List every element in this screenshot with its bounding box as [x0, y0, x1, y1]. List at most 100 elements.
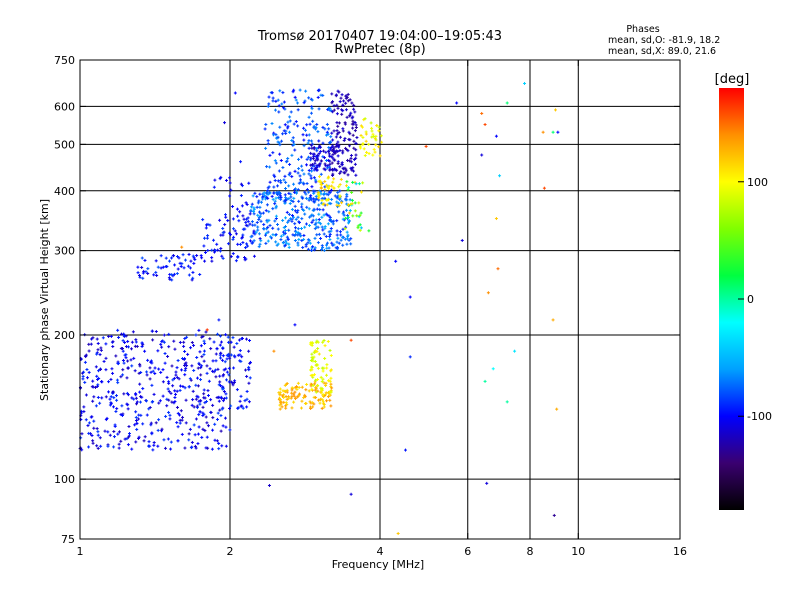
- data-point-v: [339, 121, 340, 124]
- data-point-v: [304, 213, 305, 216]
- data-point-v: [328, 222, 329, 225]
- data-point-v: [182, 385, 183, 388]
- data-point-v: [98, 434, 99, 437]
- data-point-v: [306, 206, 307, 209]
- data-point-v: [338, 144, 339, 147]
- data-point-v: [361, 191, 362, 194]
- data-point-v: [210, 367, 211, 370]
- data-point-v: [231, 255, 232, 258]
- data-point-v: [89, 371, 90, 374]
- data-point-v: [115, 410, 116, 413]
- data-point-v: [379, 129, 380, 132]
- data-point-v: [300, 234, 301, 237]
- data-point-v: [320, 237, 321, 240]
- data-point-v: [118, 336, 119, 339]
- data-point-v: [219, 375, 220, 378]
- data-point-v: [284, 129, 285, 132]
- data-point-v: [346, 108, 347, 111]
- data-point-v: [250, 212, 251, 215]
- data-point-v: [308, 156, 309, 159]
- data-point-v: [328, 107, 329, 110]
- data-point-v: [177, 390, 178, 393]
- data-point-v: [356, 214, 357, 217]
- data-point-v: [178, 412, 179, 415]
- data-point-v: [220, 352, 221, 355]
- data-point-v: [319, 162, 320, 165]
- data-point-v: [152, 448, 153, 451]
- data-point-v: [153, 273, 154, 276]
- data-point-v: [362, 143, 363, 146]
- data-point-v: [289, 246, 290, 249]
- data-point-v: [88, 432, 89, 435]
- data-point-v: [360, 223, 361, 226]
- data-point-v: [256, 231, 257, 234]
- data-point-v: [337, 112, 338, 115]
- data-point-v: [220, 357, 221, 360]
- data-point-v: [249, 223, 250, 226]
- data-point-v: [131, 358, 132, 361]
- data-point-v: [336, 104, 337, 107]
- data-point-v: [305, 129, 306, 132]
- data-point-v: [322, 126, 323, 129]
- data-point-v: [332, 144, 333, 147]
- data-point-v: [300, 174, 301, 177]
- data-point-v: [350, 198, 351, 201]
- data-point-v: [217, 368, 218, 371]
- data-point-v: [278, 99, 279, 102]
- data-point-v: [97, 430, 98, 433]
- data-point-v: [226, 179, 227, 182]
- data-point-v: [87, 376, 88, 379]
- data-point-v: [325, 162, 326, 165]
- data-point-v: [294, 143, 295, 146]
- data-point-v: [305, 193, 306, 196]
- data-point-v: [297, 211, 298, 214]
- data-point-v: [113, 396, 114, 399]
- data-point-v: [317, 130, 318, 133]
- data-point-v: [251, 235, 252, 238]
- data-point-v: [241, 395, 242, 398]
- data-point-v: [308, 139, 309, 142]
- data-point-v: [184, 357, 185, 360]
- data-point-v: [144, 259, 145, 262]
- data-point-v: [190, 260, 191, 263]
- data-point-v: [261, 220, 262, 223]
- data-point-v: [303, 133, 304, 136]
- data-point-v: [200, 411, 201, 414]
- data-point-v: [281, 159, 282, 162]
- data-point-v: [375, 151, 376, 154]
- data-point-v: [348, 173, 349, 176]
- data-point-v: [193, 390, 194, 393]
- data-point-v: [224, 231, 225, 234]
- data-point-v: [178, 359, 179, 362]
- data-point-v: [200, 378, 201, 381]
- data-point-v: [290, 172, 291, 175]
- data-point-v: [198, 400, 199, 403]
- data-point-v: [335, 194, 336, 197]
- data-point-v: [338, 185, 339, 188]
- data-point-v: [250, 239, 251, 242]
- data-point-v: [331, 230, 332, 233]
- data-point-v: [238, 219, 239, 222]
- data-point-v: [240, 400, 241, 403]
- data-point-v: [338, 154, 339, 157]
- data-point-v: [314, 162, 315, 165]
- data-point-v: [285, 240, 286, 243]
- data-point-v: [283, 231, 284, 234]
- data-point-v: [225, 392, 226, 395]
- data-point-v: [320, 150, 321, 153]
- data-point-v: [310, 242, 311, 245]
- data-point-v: [337, 191, 338, 194]
- data-point-v: [101, 396, 102, 399]
- data-point-v: [340, 230, 341, 233]
- data-point-v: [228, 336, 229, 339]
- data-point-v: [182, 416, 183, 419]
- data-point-v: [293, 136, 294, 139]
- data-point-v: [265, 234, 266, 237]
- data-point-v: [323, 208, 324, 211]
- data-point-v: [119, 443, 120, 446]
- data-point-v: [381, 141, 382, 144]
- data-point-v: [274, 175, 275, 178]
- data-point-v: [198, 396, 199, 399]
- data-point-v: [280, 181, 281, 184]
- data-point-v: [306, 197, 307, 200]
